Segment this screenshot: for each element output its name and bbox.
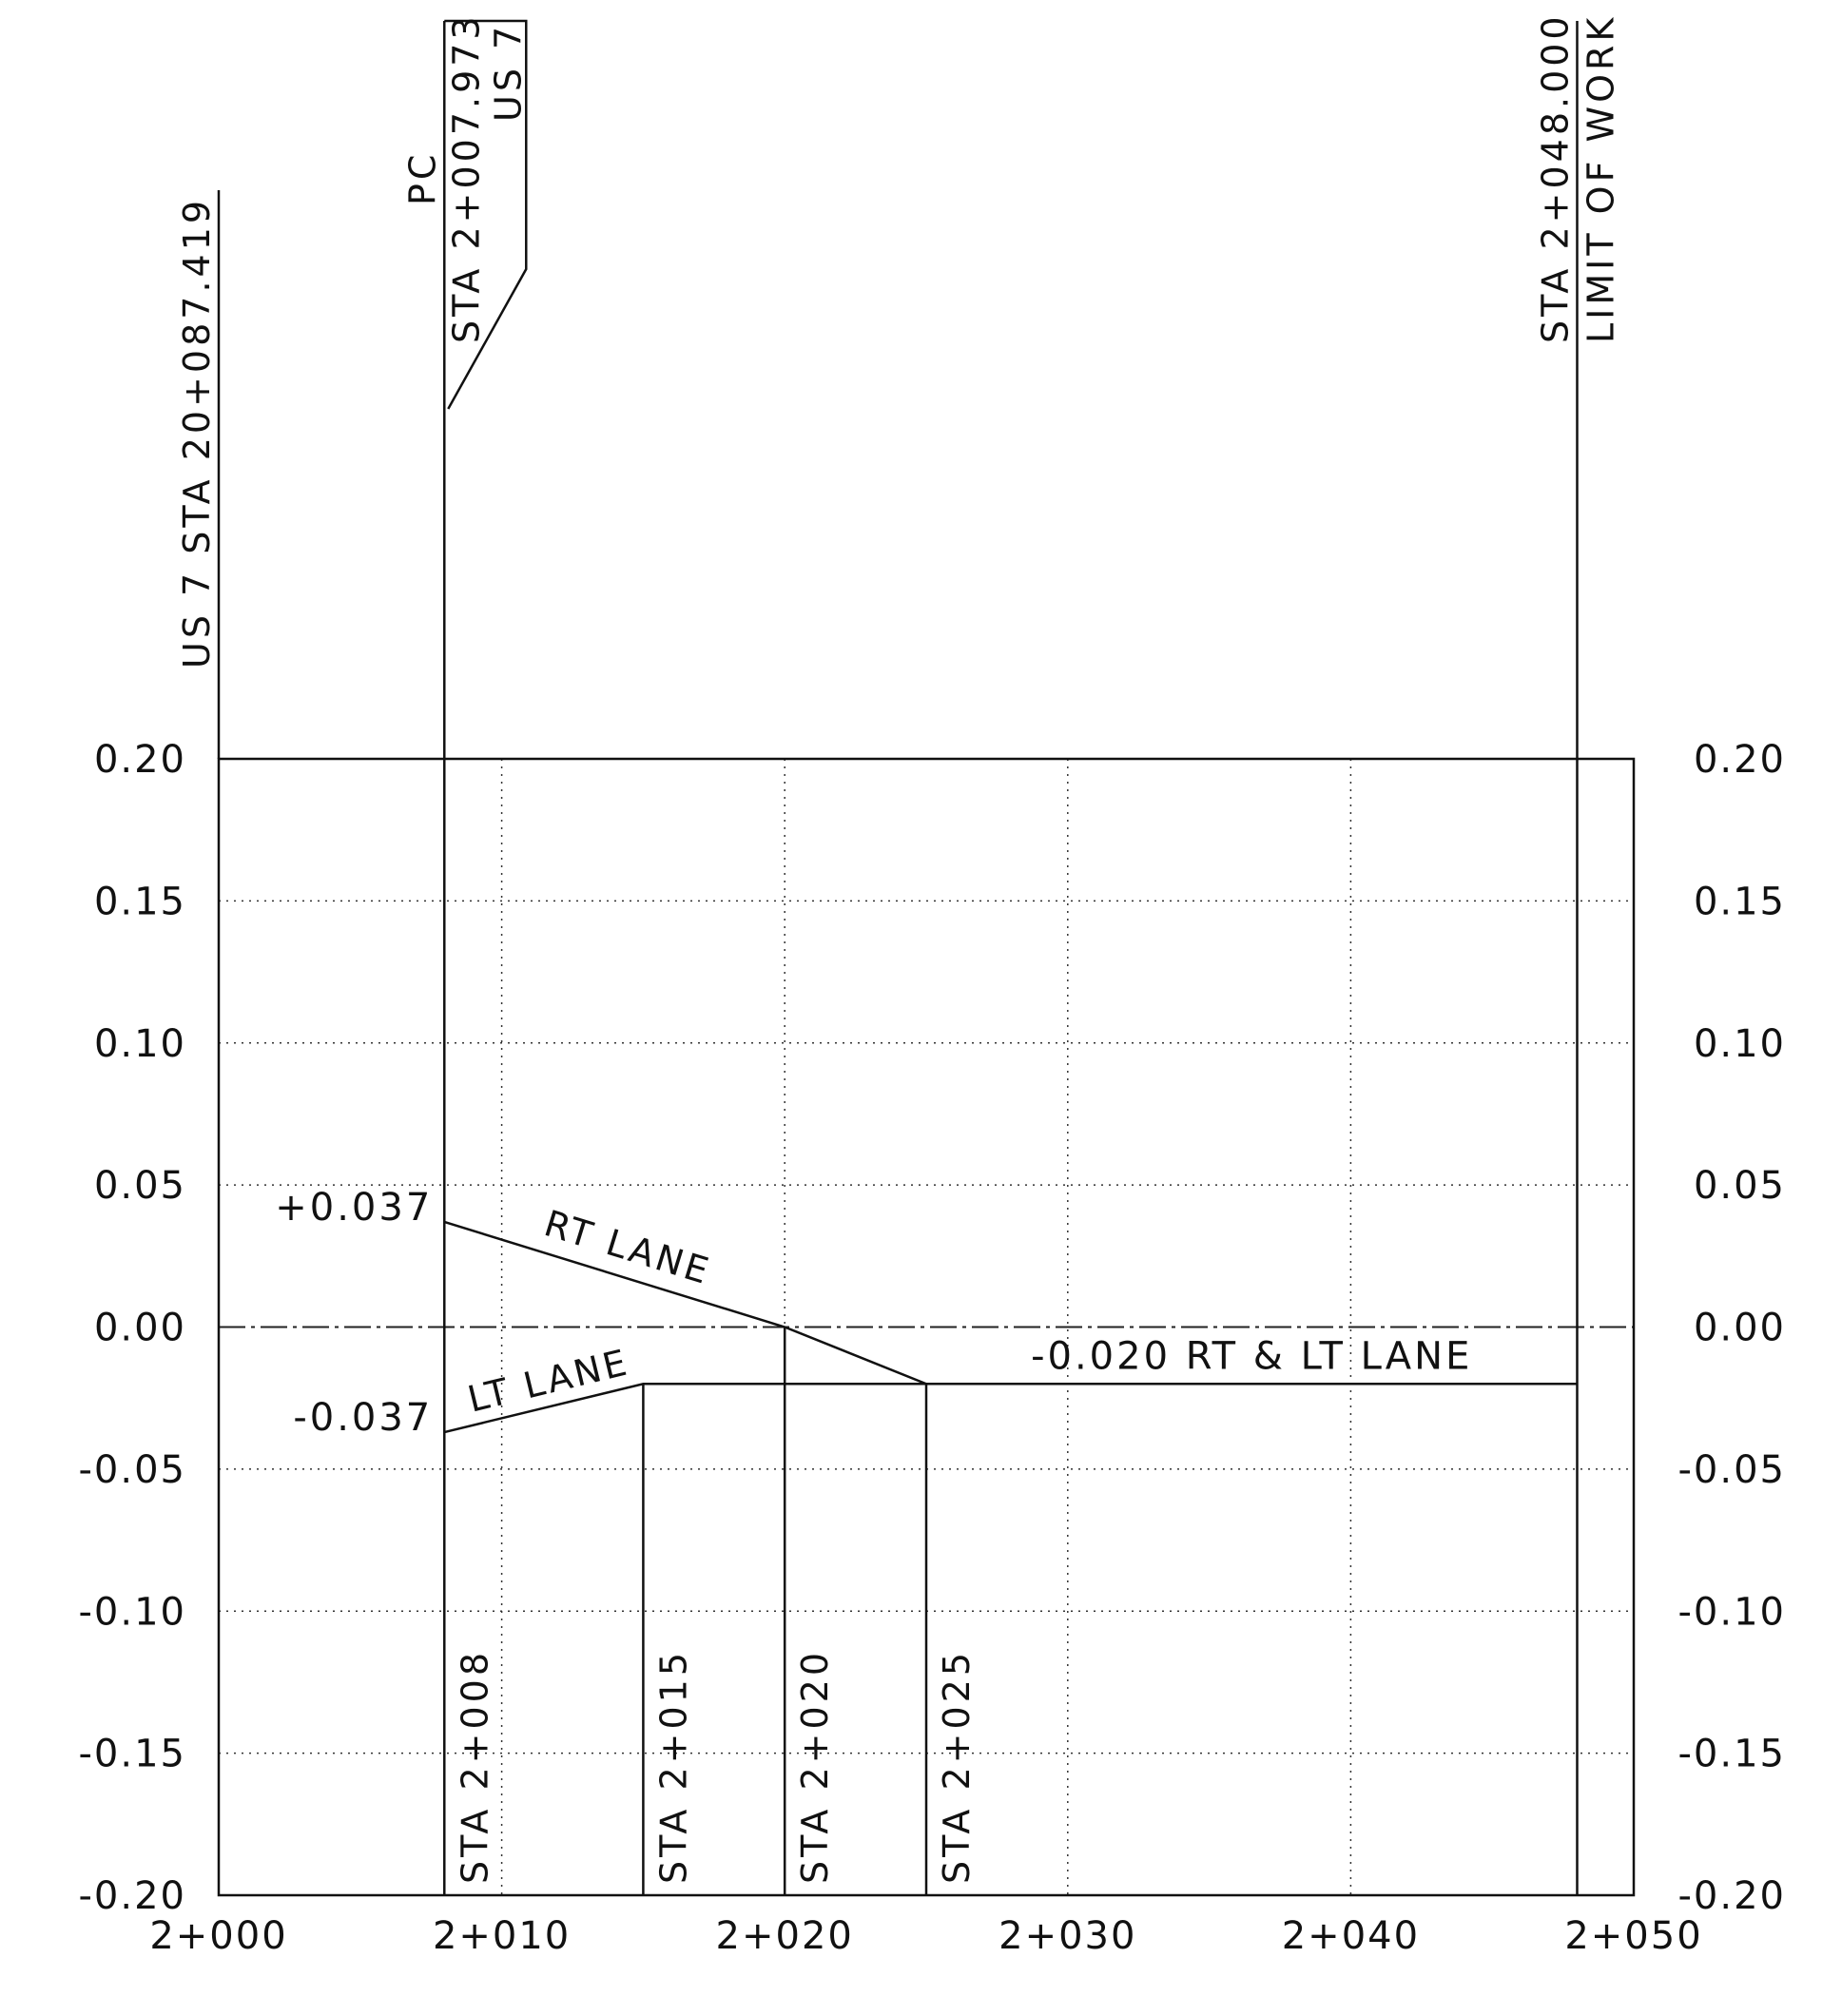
x-tick-label: 2+040 [1282, 1914, 1420, 1958]
y-tick-label-left: 0.20 [94, 738, 186, 782]
series-layer [217, 19, 1579, 1895]
y-tick-label-right: 0.00 [1694, 1307, 1786, 1350]
y-tick-label-right: -0.20 [1678, 1874, 1787, 1918]
annotation-lt-start: -0.037 [293, 1396, 433, 1440]
y-tick-label-right: 0.15 [1694, 880, 1786, 923]
pc-marker-label-3: US 7 [487, 23, 529, 122]
station-label: STA 2+025 [936, 1649, 978, 1884]
series-line-lt-lane [443, 1383, 1578, 1434]
y-tick-label-left: 0.00 [94, 1307, 186, 1350]
y-tick-label-right: 0.20 [1694, 738, 1786, 782]
y-tick-label-left: 0.10 [94, 1022, 186, 1066]
x-tick-label: 2+030 [999, 1914, 1136, 1958]
y-tick-label-right: -0.15 [1678, 1733, 1787, 1776]
y-tick-label-left: 0.05 [94, 1164, 186, 1208]
pc-marker-label-1: PC [401, 151, 443, 205]
limit-marker-label-1: STA 2+048.000 [1534, 12, 1576, 343]
y-tick-label-left: -0.10 [79, 1590, 187, 1634]
y-tick-label-right: -0.05 [1678, 1448, 1787, 1492]
limit-marker-label-2: LIMIT OF WORK [1580, 14, 1621, 343]
us7-marker-label: US 7 STA 20+087.419 [176, 197, 218, 669]
pc-marker-label-2: STA 2+007.973 [445, 12, 487, 343]
y-tick-label-left: 0.15 [94, 880, 186, 923]
y-tick-label-left: -0.20 [79, 1874, 187, 1918]
station-label: STA 2+008 [454, 1649, 495, 1884]
x-tick-label: 2+000 [149, 1914, 287, 1958]
annotation-rt-start: +0.037 [275, 1186, 433, 1230]
y-tick-label-right: 0.05 [1694, 1164, 1786, 1208]
series-label-lt-lane: LT LANE [464, 1341, 633, 1421]
pc-marker-leader [444, 19, 528, 410]
y-tick-label-left: -0.15 [79, 1733, 187, 1776]
x-tick-label: 2+050 [1564, 1914, 1702, 1958]
station-label: STA 2+015 [652, 1649, 694, 1884]
y-tick-label-right: 0.10 [1694, 1022, 1786, 1066]
label-layer: 2+000 2+010 2+020 2+030 2+040 2+050 0.20 0.15 0.… [79, 12, 1787, 1958]
x-tick-label: 2+010 [433, 1914, 571, 1958]
annotation-common: -0.020 RT & LT LANE [1031, 1334, 1472, 1378]
y-tick-label-right: -0.10 [1678, 1590, 1787, 1634]
x-tick-label: 2+020 [716, 1914, 854, 1958]
y-tick-label-left: -0.05 [79, 1448, 187, 1492]
station-label: STA 2+020 [794, 1649, 836, 1884]
